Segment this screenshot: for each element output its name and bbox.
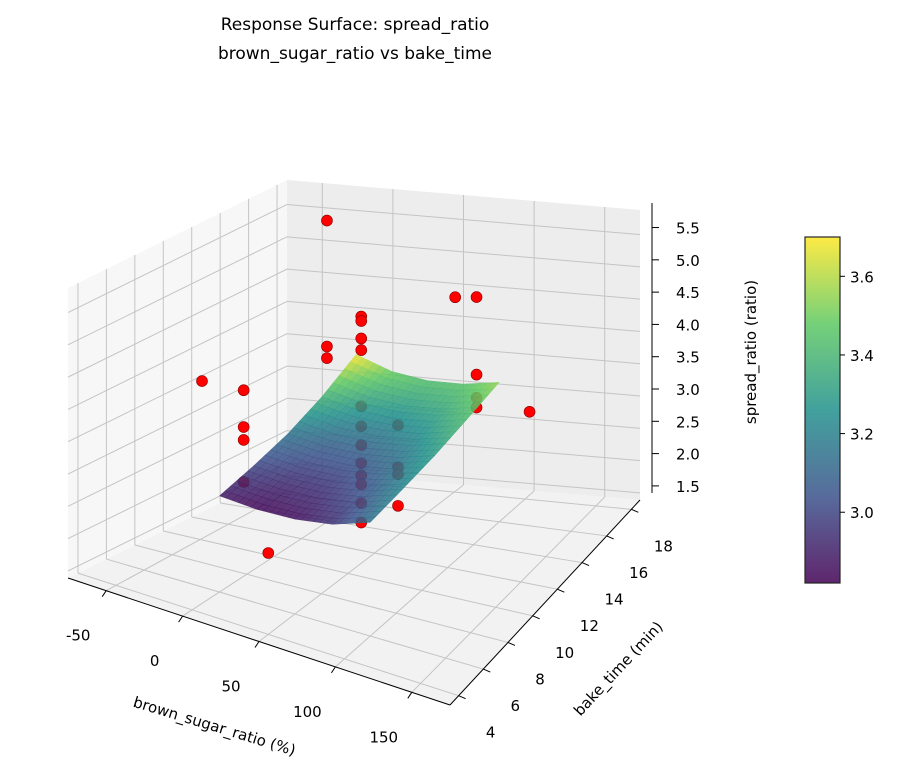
- floor-grid-line-y: [134, 544, 509, 643]
- y-tick-label: 10: [555, 644, 574, 662]
- data-point: [321, 340, 333, 353]
- data-point: [355, 332, 368, 345]
- z-axis-label: spread_ratio (ratio): [742, 280, 761, 424]
- left-wall-grid-line-z: [67, 397, 288, 507]
- y-tick-label: 14: [604, 591, 623, 609]
- x-tick-label: 50: [221, 678, 240, 696]
- x-tick-label: -50: [66, 627, 91, 645]
- x-tick-mark: [407, 692, 413, 699]
- back-wall-grid-line-z: [286, 236, 641, 268]
- x-tick-mark: [178, 615, 184, 623]
- left-wall-grid-line-z: [67, 236, 288, 346]
- data-point: [355, 344, 368, 356]
- data-point: [262, 547, 275, 559]
- z-tick-label: 3.0: [676, 381, 700, 399]
- chart-title: Response Surface: spread_ratio: [221, 15, 490, 35]
- z-tick-label: 3.5: [676, 349, 700, 367]
- data-point: [237, 384, 250, 397]
- left-wall-grid-line-z: [67, 333, 288, 443]
- back-wall-grid-line-z: [286, 204, 641, 236]
- floor-pane: [68, 470, 640, 705]
- data-point: [470, 291, 483, 303]
- chart-subtitle: brown_sugar_ratio vs bake_time: [218, 44, 492, 64]
- z-tick-label: 5.0: [676, 252, 700, 270]
- left-wall-pane: [68, 180, 287, 578]
- floor-grid-line-x: [258, 484, 464, 642]
- left-wall-grid-line-z: [67, 268, 288, 378]
- left-wall-grid-line-z: [67, 430, 288, 540]
- y-tick-mark: [507, 641, 516, 646]
- y-tick-label: 8: [535, 670, 545, 688]
- colorbar-gradient: [804, 236, 841, 584]
- floor-grid-line-y: [191, 516, 558, 590]
- z-tick-label: 2.0: [676, 446, 700, 464]
- y-tick-mark: [458, 695, 466, 700]
- y-tick-label: 16: [629, 564, 648, 582]
- data-point: [237, 421, 250, 433]
- data-point: [449, 291, 461, 304]
- y-axis-line: [449, 499, 641, 706]
- back-wall-grid-line-z: [286, 300, 641, 332]
- floor-grid-line-x: [335, 490, 535, 668]
- x-tick-label: 100: [293, 703, 322, 721]
- z-tick-label: 4.0: [676, 316, 700, 334]
- left-wall-grid-line-z: [67, 365, 288, 475]
- data-point: [321, 214, 333, 227]
- x-tick-mark: [330, 666, 336, 674]
- data-point: [321, 352, 333, 364]
- colorbar-tick-label: 3.6: [850, 268, 874, 286]
- data-point: [355, 315, 368, 327]
- x-axis-label: brown_sugar_ratio (%): [131, 693, 298, 761]
- data-point: [196, 375, 208, 387]
- y-tick-mark: [631, 508, 639, 513]
- x-tick-mark: [254, 641, 260, 648]
- z-tick-label: 5.5: [676, 220, 700, 238]
- x-tick-mark: [101, 590, 107, 597]
- y-tick-label: 6: [511, 697, 521, 715]
- data-point: [470, 368, 483, 381]
- data-point: [237, 434, 250, 446]
- y-tick-mark: [483, 668, 491, 673]
- axes: -50 0 50 100 150 468 10 12 14 16 18 1.5 2.0 2.5 3.0 3.5…: [66, 203, 700, 746]
- y-tick-mark: [581, 562, 590, 567]
- y-tick-label: 4: [486, 724, 496, 742]
- back-wall-grid-line-z: [286, 333, 641, 365]
- response-surface: [218, 354, 500, 525]
- z-tick-label: 2.5: [676, 413, 700, 431]
- colorbar-tick-label: 3.2: [850, 426, 874, 444]
- left-wall-grid-line-z: [67, 300, 288, 410]
- y-tick-mark: [557, 588, 565, 593]
- colorbar-tick-label: 3.4: [850, 347, 874, 365]
- z-tick-label: 4.5: [676, 284, 700, 302]
- colorbar: 3.0 3.2 3.4 3.6: [804, 236, 874, 584]
- floor-grid-line-y: [106, 558, 484, 670]
- floor-grid-line-x: [411, 496, 606, 693]
- y-tick-mark: [606, 535, 614, 540]
- floor-grid-line-y: [163, 530, 533, 617]
- x-tick-label: 150: [369, 728, 398, 746]
- y-tick-label: 12: [580, 617, 599, 635]
- data-point: [392, 500, 404, 512]
- data-point: [523, 405, 536, 418]
- floor-grid-line-y: [77, 572, 459, 697]
- left-wall-grid-line-z: [67, 204, 288, 313]
- back-wall-grid-line-z: [286, 268, 641, 300]
- z-tick-label: 1.5: [676, 478, 700, 496]
- colorbar-tick-label: 3.0: [850, 504, 874, 522]
- surface-cell: [363, 516, 377, 523]
- x-tick-label: 0: [150, 652, 160, 670]
- y-tick-mark: [532, 615, 540, 620]
- y-tick-label: 18: [654, 537, 673, 555]
